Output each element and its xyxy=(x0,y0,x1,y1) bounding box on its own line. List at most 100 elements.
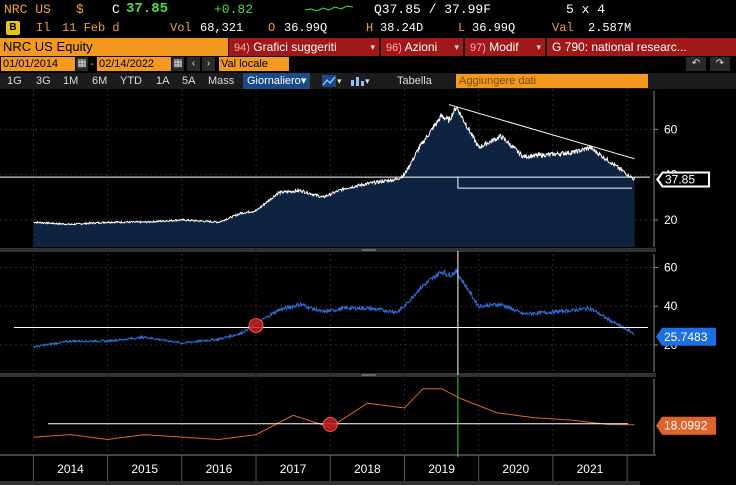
y-tick-label: 20 xyxy=(664,213,678,227)
frequency-label: Giornaliero xyxy=(247,75,301,87)
currency-mode-select[interactable]: Val locale xyxy=(219,57,289,71)
quote-date: 11 Feb d xyxy=(62,21,120,35)
traded-value: 2.587M xyxy=(588,21,632,35)
sparkline-icon xyxy=(305,5,354,12)
indicator-line xyxy=(33,388,635,441)
x-tick-label: 2020 xyxy=(502,462,529,476)
open-price: 36.99Q xyxy=(284,21,328,35)
highlight-marker xyxy=(322,416,338,432)
resistance-trendline xyxy=(448,104,635,160)
chevron-down-icon: ▾ xyxy=(300,75,307,87)
bar-chart-icon[interactable] xyxy=(350,75,364,87)
y-tick-label: 60 xyxy=(664,261,678,275)
indicator-panel-2: 18.0992 xyxy=(33,377,716,457)
volume: 68,321 xyxy=(200,21,244,35)
actions-label: Azioni xyxy=(404,40,438,54)
x-axis: 2014 2015 2016 2017 2018 2019 2020 2021 xyxy=(0,454,656,485)
period-1d[interactable]: 1G xyxy=(7,75,22,87)
chevron-left-icon[interactable]: ‹ xyxy=(187,57,200,71)
low-price: 36.99Q xyxy=(472,21,516,35)
current-value-label: 37.85 xyxy=(665,173,695,187)
redo-icon[interactable]: ↷ xyxy=(710,57,730,71)
actions-shortcut: 96) xyxy=(386,42,402,54)
chevron-down-icon[interactable]: ▾ xyxy=(365,76,370,86)
high-price: 38.24D xyxy=(380,21,424,35)
resize-handle xyxy=(362,249,376,251)
edit-button[interactable]: 97) Modif ▾ xyxy=(465,38,545,56)
period-1m[interactable]: 1M xyxy=(63,75,79,87)
period-3d[interactable]: 3G xyxy=(36,75,51,87)
add-data-input[interactable]: Aggiungere dati xyxy=(456,74,648,88)
bid-ask: Q37.85 / 37.99F xyxy=(374,2,492,17)
start-date-input[interactable]: 01/01/2014 xyxy=(1,57,75,71)
highlight-marker xyxy=(248,318,264,334)
y-tick-label: 60 xyxy=(664,122,678,136)
current-value-label: 18.0992 xyxy=(664,419,708,433)
date-range-bar xyxy=(0,57,736,72)
low-label: L xyxy=(458,21,466,35)
y-tick-label: 40 xyxy=(664,299,678,313)
high-label: H xyxy=(366,21,374,35)
quote-bar: NRC US $ C 37.85 +0.82 Q37.85 / 37.99F 5… xyxy=(0,0,736,38)
security-title: NRC US Equity xyxy=(0,38,228,56)
date-prefix: Il xyxy=(36,21,51,35)
price-area xyxy=(33,107,635,247)
panel-separator xyxy=(0,373,656,377)
x-tick-label: 2019 xyxy=(428,462,455,476)
end-date-input[interactable]: 02/14/2022 xyxy=(97,57,171,71)
period-5y[interactable]: 5A xyxy=(182,75,196,87)
value-label: Val xyxy=(552,21,574,35)
x-tick-label: 2021 xyxy=(577,462,604,476)
chevron-down-icon: ▾ xyxy=(370,42,375,52)
period-ytd[interactable]: YTD xyxy=(120,75,142,87)
price-line xyxy=(33,106,635,226)
chart-template-label: G 790: national researc... xyxy=(552,40,687,54)
indicator-panel-1: 20406025.7483 xyxy=(0,251,716,375)
current-value-marker xyxy=(656,416,716,435)
frequency-select[interactable]: Giornaliero▾ xyxy=(243,73,311,89)
x-tick-label: 2015 xyxy=(131,462,158,476)
last-price: 37.85 xyxy=(126,1,169,17)
calendar-icon[interactable]: ▦ xyxy=(76,57,88,71)
calendar-icon[interactable]: ▦ xyxy=(172,57,184,71)
current-value-marker-inner xyxy=(659,173,708,186)
suggested-charts-button[interactable]: 94) Grafici suggeriti ▾ xyxy=(229,38,379,56)
currency-symbol: $ xyxy=(76,2,84,17)
current-value-marker xyxy=(656,327,716,346)
resize-handle xyxy=(362,374,376,376)
chevron-right-icon[interactable]: › xyxy=(202,57,215,71)
chart-template-button[interactable]: G 790: national researc... xyxy=(547,38,736,56)
x-tick-label: 2018 xyxy=(354,462,381,476)
chevron-down-icon: ▾ xyxy=(454,42,459,52)
x-tick-label: 2016 xyxy=(206,462,233,476)
edit-label: Modif xyxy=(489,40,519,54)
scrollbar xyxy=(0,481,640,485)
suggested-charts-shortcut: 94) xyxy=(234,42,250,54)
date-separator: - xyxy=(90,58,94,70)
chevron-down-icon: ▾ xyxy=(536,42,541,52)
bloomberg-terminal-icon[interactable]: B xyxy=(6,21,20,35)
bid-ask-size: 5 x 4 xyxy=(566,2,606,17)
x-tick-label: 2017 xyxy=(280,462,307,476)
open-label: O xyxy=(268,21,276,35)
line-chart-icon[interactable] xyxy=(322,75,336,87)
price-change: +0.82 xyxy=(214,2,254,17)
price-panel: 20406037.85 xyxy=(0,91,710,247)
actions-button[interactable]: 96) Azioni ▾ xyxy=(381,38,463,56)
period-6m[interactable]: 6M xyxy=(92,75,108,87)
current-value-label: 25.7483 xyxy=(664,330,708,344)
volume-label: Vol xyxy=(170,21,192,35)
x-tick-label: 2014 xyxy=(57,462,84,476)
panel-separator xyxy=(0,248,656,252)
period-max[interactable]: Mass xyxy=(208,75,235,87)
chevron-down-icon[interactable]: ▾ xyxy=(337,76,342,86)
last-price-label: C xyxy=(112,2,120,17)
indicator-line xyxy=(33,268,635,349)
price-chart[interactable]: 20406037.85 20406025.7483 18.0992 201420… xyxy=(0,89,736,485)
table-button[interactable]: Tabella xyxy=(397,75,432,87)
undo-icon[interactable]: ↶ xyxy=(686,57,706,71)
ticker-symbol: NRC US xyxy=(4,2,51,17)
edit-shortcut: 97) xyxy=(470,42,486,54)
suggested-charts-label: Grafici suggeriti xyxy=(253,40,337,54)
period-1y[interactable]: 1A xyxy=(156,75,170,87)
